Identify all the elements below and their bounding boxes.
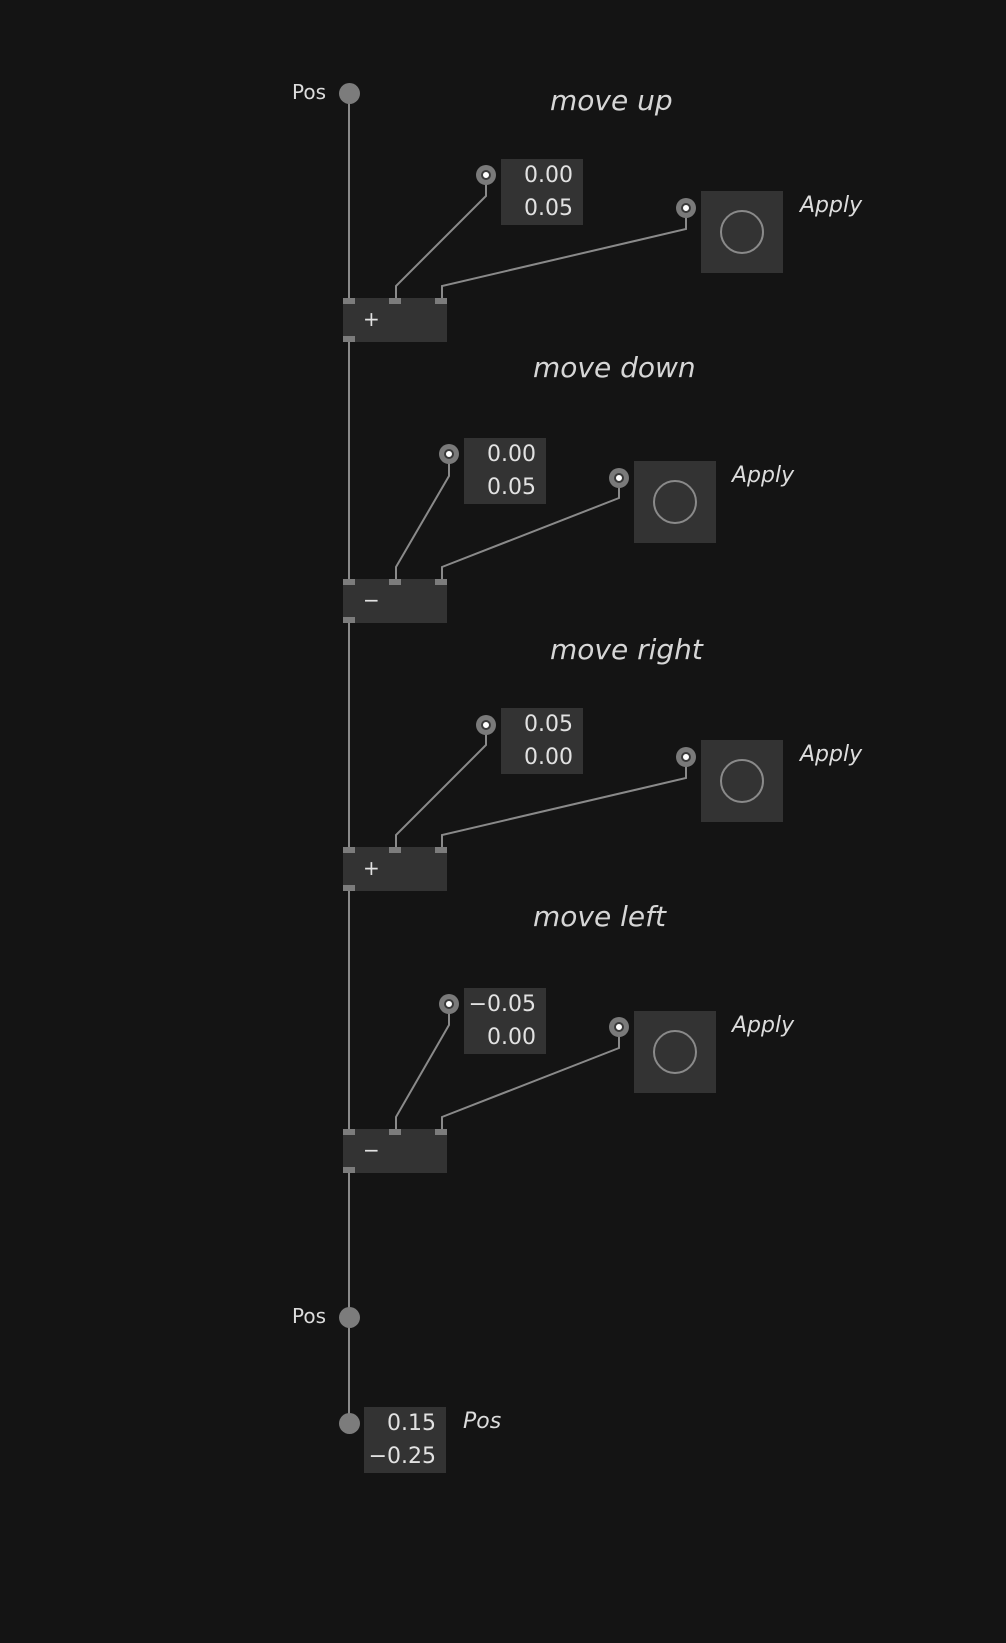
vector-wire [395,1005,450,1132]
apply-input-port[interactable] [435,1129,447,1135]
apply-input-port[interactable] [435,847,447,853]
input-port[interactable] [343,1129,355,1135]
output-port[interactable] [343,885,355,891]
vector-x-value[interactable]: −0.05 [468,992,536,1017]
pos-result-input-node[interactable] [339,1413,360,1434]
vector-x-value[interactable]: 0.00 [487,442,536,467]
section-title-move-right: move right [550,633,703,666]
apply-bang-button[interactable] [701,740,783,822]
vector-output-pin[interactable] [476,715,496,735]
vector-value-box[interactable]: 0.05 0.00 [501,708,583,774]
bang-circle-icon [720,210,764,254]
add-operator-node[interactable]: + [343,847,447,891]
vector-value-box[interactable]: −0.05 0.00 [464,988,546,1054]
input-port[interactable] [343,579,355,585]
pos-result-box[interactable]: 0.15 −0.25 [364,1407,446,1473]
apply-input-port[interactable] [435,579,447,585]
bang-output-pin[interactable] [676,198,696,218]
vector-wire [395,176,487,301]
apply-label: Apply [732,1013,795,1038]
apply-bang-button[interactable] [701,191,783,273]
bang-circle-icon [720,759,764,803]
vector-output-pin[interactable] [439,444,459,464]
vector-wire [395,725,487,850]
apply-label: Apply [800,193,863,218]
apply-input-port[interactable] [435,298,447,304]
vector-wire [395,455,450,582]
input-port[interactable] [389,847,401,853]
vector-x-value[interactable]: 0.00 [524,163,573,188]
vector-y-value[interactable]: 0.05 [487,475,536,500]
section-title-move-left: move left [533,900,666,933]
output-port[interactable] [343,617,355,623]
pos-y-value[interactable]: −0.25 [368,1444,436,1469]
bang-output-pin[interactable] [609,468,629,488]
input-port[interactable] [343,298,355,304]
output-port[interactable] [343,336,355,342]
pos-output-node[interactable] [339,1307,360,1328]
vector-value-box[interactable]: 0.00 0.05 [501,159,583,225]
input-port[interactable] [389,1129,401,1135]
operator-symbol: − [363,1138,380,1162]
pos-output-label: Pos [291,1304,326,1328]
section-title-move-down: move down [533,351,696,384]
vector-output-pin[interactable] [476,165,496,185]
pos-result-label: Pos [463,1409,502,1434]
input-port[interactable] [343,847,355,853]
vector-value-box[interactable]: 0.00 0.05 [464,438,546,504]
operator-symbol: − [363,588,380,612]
section-title-move-up: move up [550,84,673,117]
add-operator-node[interactable]: + [343,298,447,342]
operator-symbol: + [363,307,380,331]
vector-x-value[interactable]: 0.05 [524,712,573,737]
subtract-operator-node[interactable]: − [343,1129,447,1173]
vector-y-value[interactable]: 0.00 [524,745,573,770]
vector-output-pin[interactable] [439,994,459,1014]
pos-input-label: Pos [291,80,326,104]
pos-input-node[interactable] [339,83,360,104]
vector-y-value[interactable]: 0.05 [524,196,573,221]
bang-circle-icon [653,1030,697,1074]
vector-y-value[interactable]: 0.00 [487,1025,536,1050]
pos-x-value[interactable]: 0.15 [387,1411,436,1436]
apply-label: Apply [800,742,863,767]
subtract-operator-node[interactable]: − [343,579,447,623]
apply-label: Apply [732,463,795,488]
output-port[interactable] [343,1167,355,1173]
input-port[interactable] [389,298,401,304]
apply-bang-button[interactable] [634,1011,716,1093]
apply-bang-button[interactable] [634,461,716,543]
bang-output-pin[interactable] [609,1017,629,1037]
bang-circle-icon [653,480,697,524]
operator-symbol: + [363,856,380,880]
input-port[interactable] [389,579,401,585]
bang-output-pin[interactable] [676,747,696,767]
